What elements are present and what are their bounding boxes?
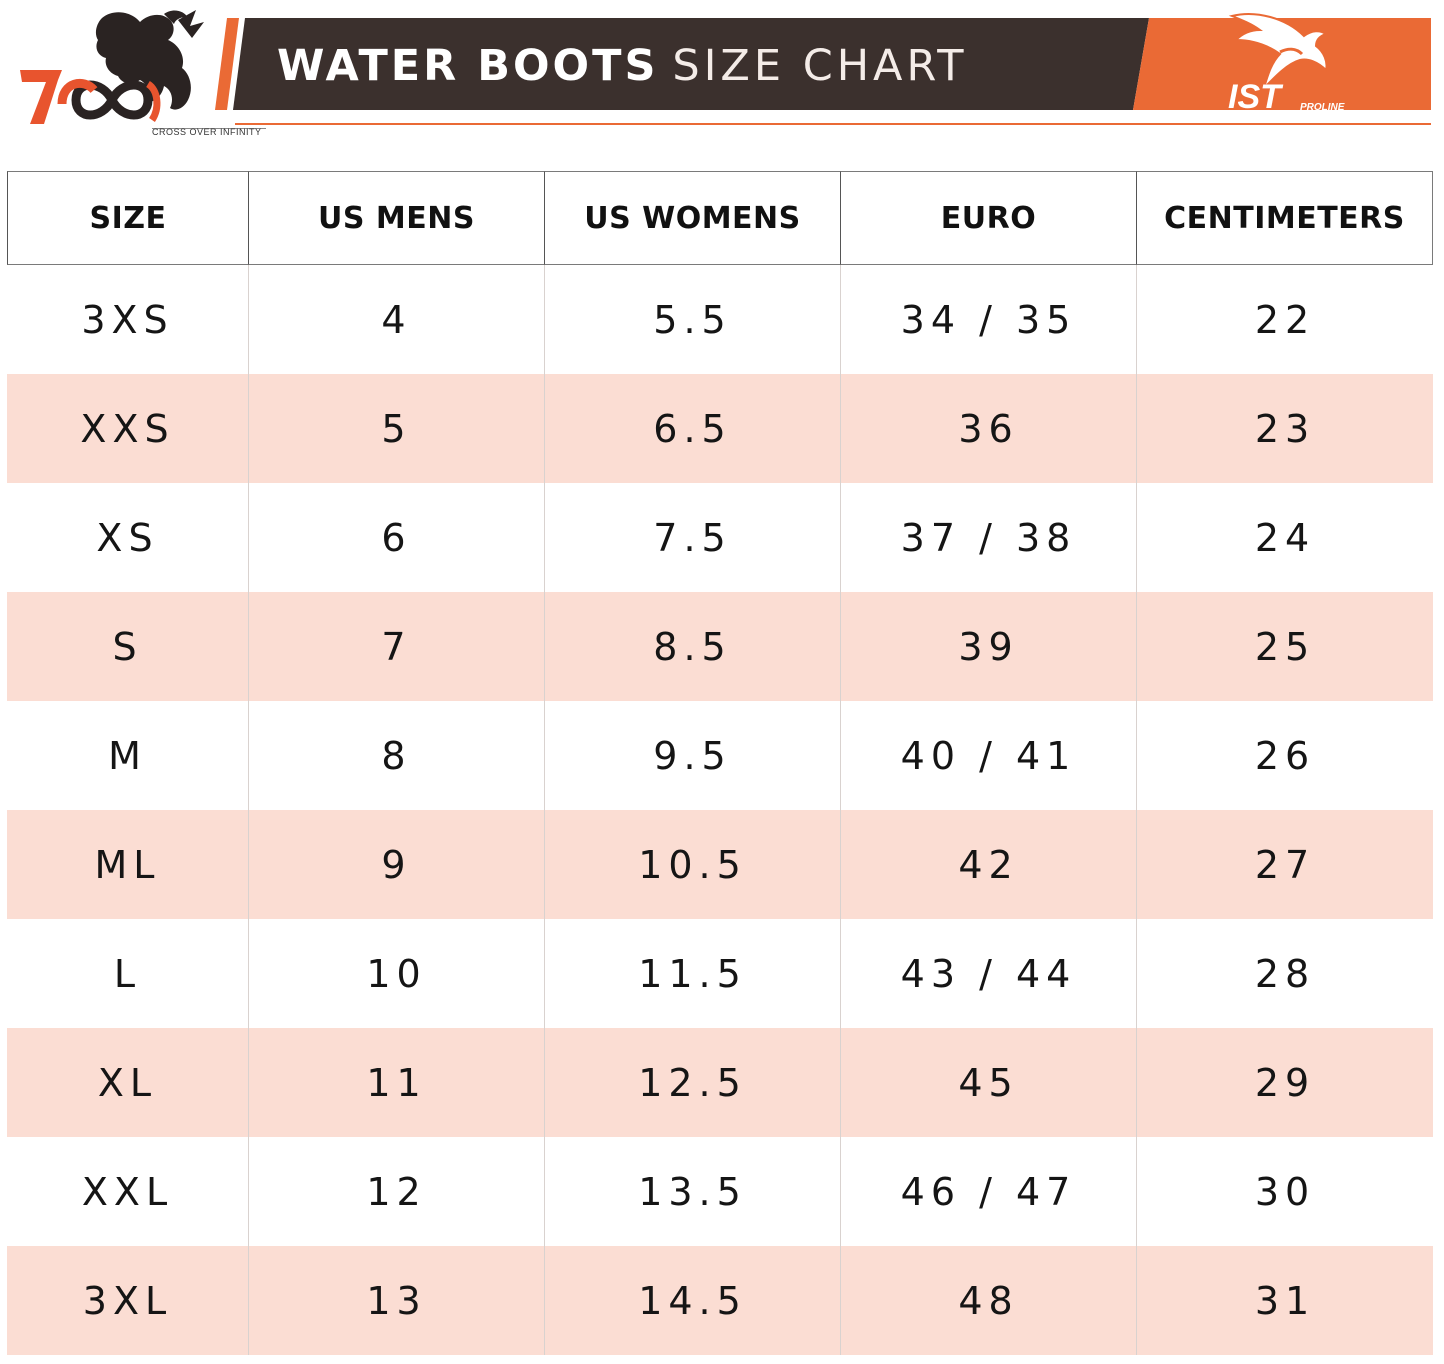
cell-euro: 46 / 47 <box>840 1137 1136 1246</box>
cell-euro: 48 <box>840 1246 1136 1355</box>
cell-size: XXS <box>80 406 175 451</box>
cell-us-womens: 9.5 <box>544 701 840 810</box>
table-row: L 10 11.5 43 / 44 28 <box>7 919 1433 1028</box>
logo-tagline: CROSS OVER INFINITY <box>152 127 262 137</box>
cell-centimeters: 24 <box>1136 483 1433 592</box>
cell-us-mens: 10 <box>248 919 544 1028</box>
cell-euro: 39 <box>840 592 1136 701</box>
cell-us-mens: 6 <box>248 483 544 592</box>
cell-centimeters: 23 <box>1136 374 1433 483</box>
cell-centimeters: 27 <box>1136 810 1433 919</box>
cell-size: M <box>108 733 147 778</box>
cell-us-womens: 10.5 <box>544 810 840 919</box>
table-row: XXS 5 6.5 36 23 <box>7 374 1433 483</box>
cell-centimeters: 26 <box>1136 701 1433 810</box>
cell-size: ML <box>94 842 161 887</box>
size-chart-table: SIZE US MENS US WOMENS EURO CENTIMETERS … <box>7 171 1433 1355</box>
cell-us-mens: 12 <box>248 1137 544 1246</box>
page-title: WATER BOOTS SIZE CHART <box>277 18 967 110</box>
title-light: SIZE CHART <box>672 41 968 91</box>
brand-logo-ist: IST PROLINE <box>1216 8 1356 120</box>
cell-us-mens: 11 <box>248 1028 544 1137</box>
cell-us-womens: 11.5 <box>544 919 840 1028</box>
cell-us-mens: 4 <box>248 265 544 374</box>
cell-us-mens: 13 <box>248 1246 544 1355</box>
table-row: 3XL 13 14.5 48 31 <box>7 1246 1433 1355</box>
cell-centimeters: 22 <box>1136 265 1433 374</box>
cell-us-womens: 7.5 <box>544 483 840 592</box>
cell-euro: 36 <box>840 374 1136 483</box>
dolphin-logo-icon: IST PROLINE <box>1228 13 1345 116</box>
cell-centimeters: 25 <box>1136 592 1433 701</box>
cell-centimeters: 30 <box>1136 1137 1433 1246</box>
column-header-us-womens: US WOMENS <box>544 171 840 265</box>
ist-mark: IST <box>1228 78 1284 116</box>
cell-euro: 43 / 44 <box>840 919 1136 1028</box>
cell-euro: 37 / 38 <box>840 483 1136 592</box>
cell-us-mens: 8 <box>248 701 544 810</box>
cell-us-womens: 14.5 <box>544 1246 840 1355</box>
table-row: XL 11 12.5 45 29 <box>7 1028 1433 1137</box>
cell-euro: 34 / 35 <box>840 265 1136 374</box>
cell-size: XL <box>97 1060 158 1105</box>
header-rule <box>235 123 1431 125</box>
table-row: XS 6 7.5 37 / 38 24 <box>7 483 1433 592</box>
table-header-row: SIZE US MENS US WOMENS EURO CENTIMETERS <box>7 171 1433 265</box>
table-row: S 7 8.5 39 25 <box>7 592 1433 701</box>
column-header-euro: EURO <box>840 171 1136 265</box>
table-body: 3XS 4 5.5 34 / 35 22 XXS 5 6.5 36 23 XS 6 7.5 37 / 38… <box>7 265 1433 1355</box>
table-row: 3XS 4 5.5 34 / 35 22 <box>7 265 1433 374</box>
cell-centimeters: 28 <box>1136 919 1433 1028</box>
cell-us-womens: 6.5 <box>544 374 840 483</box>
cell-size: L <box>113 951 142 996</box>
cell-size: 3XS <box>81 297 174 342</box>
cell-us-mens: 7 <box>248 592 544 701</box>
cell-centimeters: 31 <box>1136 1246 1433 1355</box>
cell-centimeters: 29 <box>1136 1028 1433 1137</box>
column-header-size: SIZE <box>7 171 248 265</box>
cell-us-mens: 5 <box>248 374 544 483</box>
cell-euro: 45 <box>840 1028 1136 1137</box>
cell-size: XXL <box>81 1169 174 1214</box>
column-header-centimeters: CENTIMETERS <box>1136 171 1433 265</box>
cell-us-womens: 12.5 <box>544 1028 840 1137</box>
cell-size: 3XL <box>82 1278 173 1323</box>
brand-logo-700: CROSS OVER INFINITY <box>14 4 284 139</box>
table-row: ML 9 10.5 42 27 <box>7 810 1433 919</box>
cell-us-womens: 8.5 <box>544 592 840 701</box>
title-strong: WATER BOOTS <box>277 41 659 91</box>
horse-infinity-logo-icon <box>20 10 266 129</box>
proline-mark: PROLINE <box>1300 102 1345 113</box>
cell-euro: 40 / 41 <box>840 701 1136 810</box>
cell-euro: 42 <box>840 810 1136 919</box>
table-row: XXL 12 13.5 46 / 47 30 <box>7 1137 1433 1246</box>
cell-us-mens: 9 <box>248 810 544 919</box>
table-row: M 8 9.5 40 / 41 26 <box>7 701 1433 810</box>
cell-size: S <box>112 624 143 669</box>
cell-size: XS <box>96 515 159 560</box>
cell-us-womens: 13.5 <box>544 1137 840 1246</box>
column-header-us-mens: US MENS <box>248 171 544 265</box>
cell-us-womens: 5.5 <box>544 265 840 374</box>
